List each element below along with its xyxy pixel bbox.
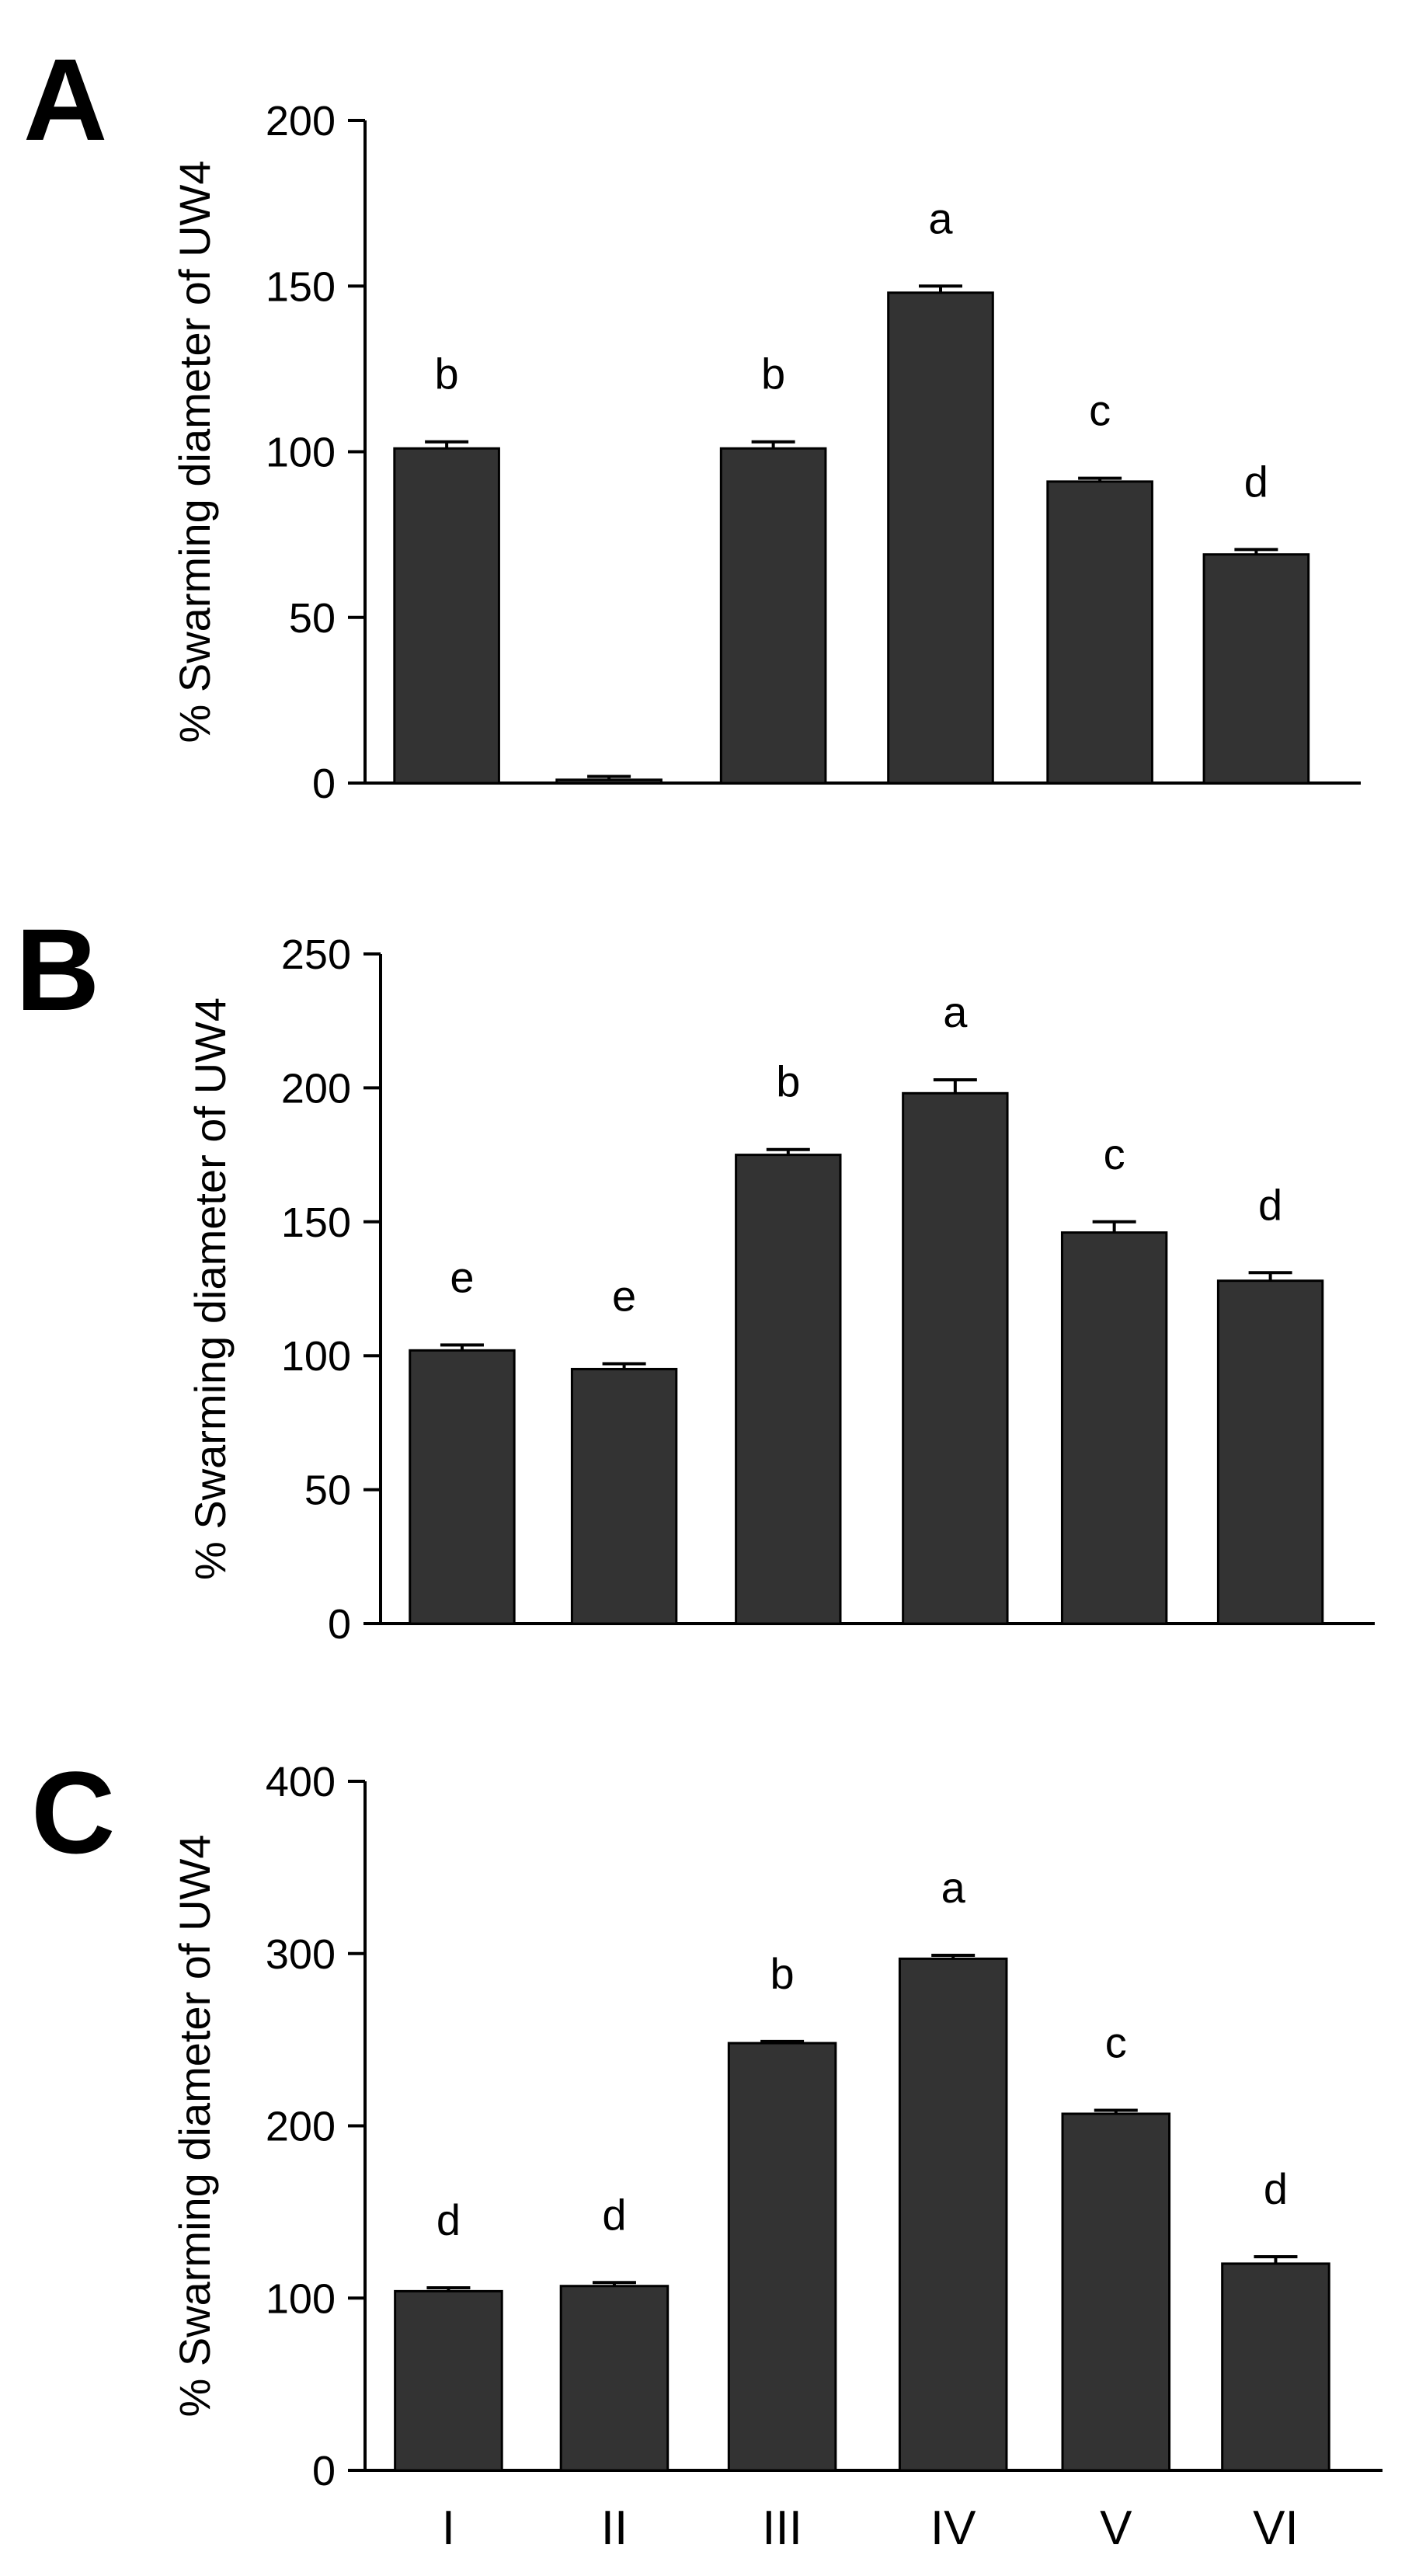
panel-c-y-tick-label: 200 (266, 2104, 336, 2150)
panel-c-letter: C (31, 1747, 115, 1878)
panel-b-bar-iv (902, 1091, 1009, 1625)
panel-c-bar-ii (559, 2285, 670, 2472)
panel-c-significance-letter: d (602, 2190, 626, 2239)
panel-a-y-tick-label: 200 (266, 98, 336, 144)
panel-a-significance-letter: d (1244, 457, 1268, 506)
panel-b-y-tick-label: 200 (281, 1065, 351, 1112)
panel-b-letter: B (16, 904, 99, 1035)
panel-a-bar-v (1046, 480, 1153, 785)
panel-b-y-tick-label: 0 (328, 1601, 351, 1648)
panel-a-y-tick-label: 0 (312, 761, 336, 807)
panel-c-y-tick-label: 100 (266, 2275, 336, 2322)
panel-c: C 0 100 200 300 400 % Swarming diameter of UW4… (31, 1747, 1383, 2555)
panel-a-bar-vi (1202, 553, 1310, 785)
panel-c-y-axis-title: % Swarming diameter of UW4 (170, 1834, 219, 2417)
panel-c-significance-letter: a (941, 1863, 966, 1912)
panel-b-bar-vi (1216, 1279, 1324, 1625)
panel-b-bar-v (1060, 1231, 1168, 1625)
panel-c-bar-v (1061, 2112, 1171, 2472)
panel-a-y-axis-title: % Swarming diameter of UW4 (170, 160, 219, 743)
panel-a-significance-letter: c (1089, 386, 1111, 435)
panel-c-y-tick-label: 400 (266, 1759, 336, 1805)
panel-c-significance-letter: b (770, 1949, 795, 1998)
panel-c-category-label: IV (930, 2501, 976, 2555)
panel-a: A 0 50 100 150 200 % Swarming diameter of UW4 b… (23, 34, 1361, 807)
panel-b-significance-letter: b (776, 1057, 800, 1106)
panel-c-category-label: II (601, 2501, 628, 2555)
panel-b-significance-letter: e (450, 1252, 474, 1301)
panel-b-y-axis-title: % Swarming diameter of UW4 (186, 997, 235, 1580)
panel-b-y-tick-label: 150 (281, 1199, 351, 1246)
panel-b-bar-ii (570, 1367, 678, 1625)
panel-b-significance-letter: a (943, 987, 968, 1036)
panel-c-category-label: III (762, 2501, 802, 2555)
panel-b: B 0 50 100 150 200 250 % Swarming diameter of U… (16, 904, 1375, 1648)
panel-b-significance-letter: d (1258, 1180, 1282, 1229)
panel-c-y-tick-label: 300 (266, 1931, 336, 1978)
panel-a-bar-iii (719, 447, 827, 785)
panel-a-bar-ii (555, 778, 663, 785)
panel-b-y-tick-label: 250 (281, 931, 351, 978)
panel-b-significance-letter: e (612, 1272, 636, 1321)
panel-a-significance-letter: a (928, 193, 953, 242)
panel-c-bar-iv (898, 1957, 1008, 2472)
panel-b-bar-iii (735, 1154, 842, 1625)
panel-c-bar-iii (727, 2042, 837, 2472)
panel-b-y-tick-label: 100 (281, 1333, 351, 1380)
panel-a-bar-iv (887, 291, 994, 785)
panel-a-y-tick-label: 100 (266, 430, 336, 476)
panel-b-bar-i (409, 1349, 516, 1625)
panel-b-significance-letter: c (1104, 1130, 1125, 1178)
panel-a-y-tick-label: 150 (266, 263, 336, 310)
panel-b-y-tick-label: 50 (304, 1467, 351, 1514)
panel-a-significance-letter: b (435, 350, 459, 399)
panel-c-category-label: I (442, 2501, 455, 2555)
panel-c-bar-vi (1221, 2262, 1330, 2472)
panel-c-y-tick-label: 0 (312, 2448, 336, 2494)
panel-c-significance-letter: d (1264, 2164, 1288, 2213)
panel-c-category-label: V (1100, 2501, 1132, 2555)
panel-a-significance-letter: b (761, 350, 785, 399)
panel-a-letter: A (23, 34, 107, 165)
panel-a-bar-i (393, 447, 500, 785)
panel-c-significance-letter: c (1105, 2018, 1127, 2067)
panel-c-category-label: VI (1253, 2501, 1299, 2555)
panel-a-y-tick-label: 50 (289, 595, 336, 642)
panel-c-bar-i (394, 2289, 503, 2472)
panel-c-significance-letter: d (436, 2195, 461, 2244)
